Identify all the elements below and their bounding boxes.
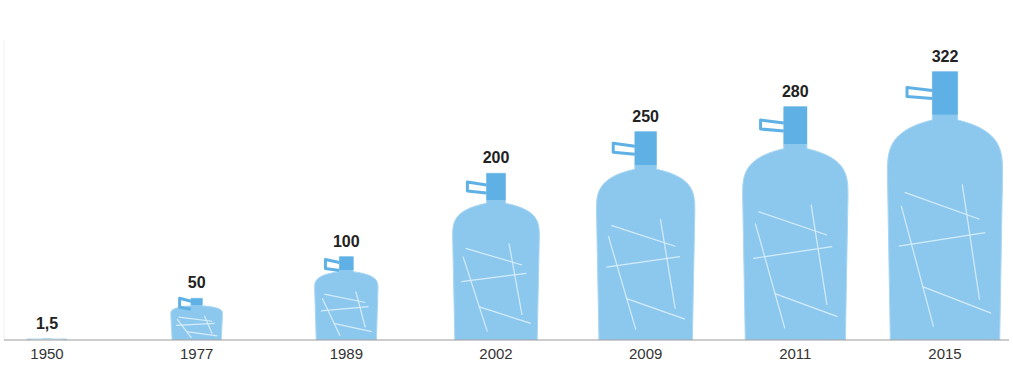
crumple-line bbox=[204, 316, 212, 334]
data-label: 50 bbox=[188, 274, 206, 291]
crumple-line bbox=[186, 332, 217, 336]
crumple-line bbox=[611, 225, 675, 246]
bottle-neck bbox=[339, 257, 353, 270]
data-label: 322 bbox=[932, 48, 959, 65]
bottle-body bbox=[743, 107, 848, 340]
value-axis-line bbox=[4, 40, 5, 340]
tick-label: 1950 bbox=[30, 345, 63, 362]
data-label: 1,5 bbox=[36, 315, 58, 332]
tick-label: 2015 bbox=[928, 345, 961, 362]
crumple-line bbox=[755, 223, 784, 328]
crumple-line bbox=[466, 248, 522, 265]
bottle-neck bbox=[191, 298, 202, 305]
tick-label: 1989 bbox=[330, 345, 363, 362]
bottle-handle bbox=[467, 182, 486, 193]
crumple-line bbox=[905, 192, 980, 219]
crumple-line bbox=[962, 184, 979, 299]
bottle bbox=[453, 173, 540, 340]
chart: 1,5 50 100 200 250 280 322 1950 1977 1989 2002 2009… bbox=[0, 0, 1013, 365]
crumple-line bbox=[463, 257, 487, 332]
crumple-line bbox=[509, 243, 522, 315]
crumple-line bbox=[758, 212, 826, 235]
crumple-line bbox=[324, 294, 365, 302]
data-label: 200 bbox=[483, 149, 510, 166]
bottle bbox=[597, 132, 695, 340]
bottle-neck bbox=[784, 107, 807, 144]
crumple-line bbox=[922, 286, 991, 313]
bottle-handle bbox=[325, 260, 339, 271]
crumple-line bbox=[774, 293, 837, 316]
bottle-body bbox=[315, 257, 378, 340]
bottle-handle bbox=[907, 87, 932, 98]
crumple-line bbox=[334, 323, 372, 331]
crumple-line bbox=[177, 319, 191, 338]
bottle-handle bbox=[613, 143, 635, 154]
tick-label: 2011 bbox=[779, 345, 811, 362]
crumple-line bbox=[811, 205, 827, 305]
data-label: 250 bbox=[632, 108, 659, 125]
bottle-body bbox=[453, 173, 540, 340]
bottle-body bbox=[887, 72, 1002, 340]
bottle-body bbox=[597, 132, 695, 340]
bottle bbox=[171, 298, 223, 340]
bottle bbox=[315, 257, 378, 340]
bottle-handle bbox=[180, 298, 191, 309]
crumple-line bbox=[322, 298, 340, 336]
bottle-neck bbox=[635, 132, 657, 165]
crumple-line bbox=[356, 292, 366, 328]
bottle-neck bbox=[932, 72, 957, 115]
bottle-neck bbox=[486, 173, 505, 200]
bottle-handle bbox=[761, 120, 784, 131]
crumple-line bbox=[479, 307, 531, 324]
crumple-line bbox=[901, 206, 933, 327]
bottle bbox=[743, 107, 848, 340]
data-label: 100 bbox=[333, 233, 360, 250]
crumple-line bbox=[626, 298, 685, 319]
bottles bbox=[27, 72, 1003, 340]
baseline bbox=[4, 340, 1009, 341]
crumple-line bbox=[660, 219, 675, 309]
data-label: 280 bbox=[782, 83, 809, 100]
tick-label: 2009 bbox=[629, 345, 662, 362]
bottle-body bbox=[171, 298, 223, 340]
tick-label: 2002 bbox=[479, 345, 512, 362]
bottle bbox=[887, 72, 1002, 340]
tick-label: 1977 bbox=[180, 345, 213, 362]
crumple-line bbox=[608, 236, 636, 330]
